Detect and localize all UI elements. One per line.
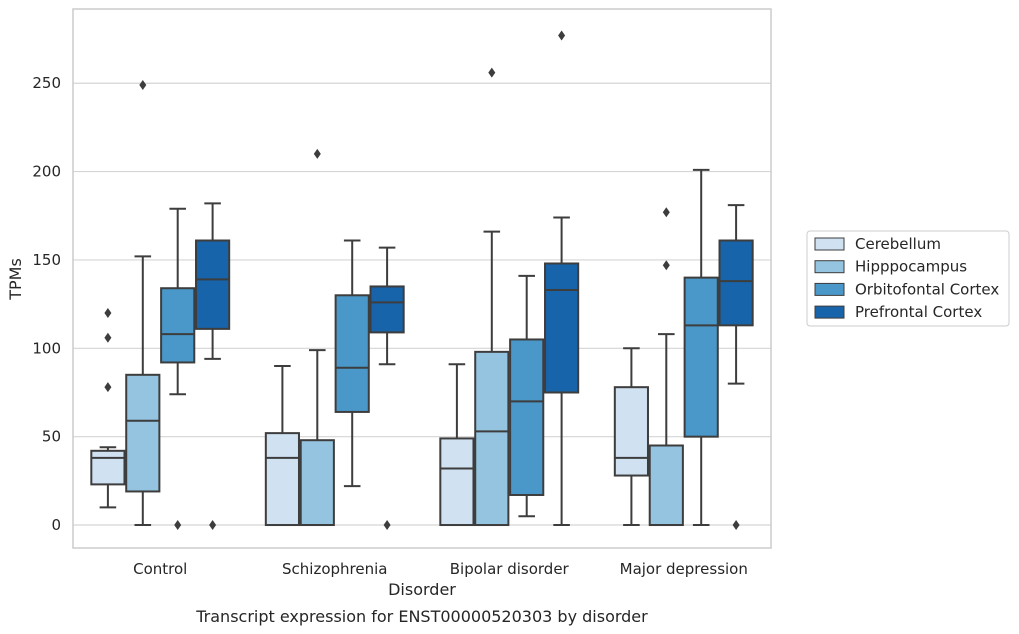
x-axis-title: Disorder bbox=[388, 580, 456, 599]
x-tick-label: Major depression bbox=[620, 560, 748, 578]
y-tick-label: 200 bbox=[32, 163, 61, 181]
legend: Cerebellum Hipppocampus Orbitofontal Corte… bbox=[806, 230, 1010, 327]
box-hipppocampus bbox=[299, 148, 335, 527]
box-prefrontal-cortex bbox=[195, 202, 231, 531]
box-cerebellum bbox=[439, 363, 475, 527]
box-hipppocampus bbox=[648, 207, 684, 527]
x-tick-label: Bipolar disorder bbox=[450, 560, 570, 578]
x-axis-ticks: Control Schizophrenia Bipolar disorder Majo… bbox=[133, 560, 748, 578]
outlier-point bbox=[313, 148, 321, 159]
outlier-point bbox=[174, 520, 182, 531]
legend-label: Orbitofontal Cortex bbox=[855, 280, 999, 298]
box-orbitofontal-cortex bbox=[160, 207, 196, 531]
box-iqr bbox=[544, 262, 580, 394]
outlier-point bbox=[732, 520, 740, 531]
box-hipppocampus bbox=[474, 67, 510, 527]
box-iqr bbox=[195, 239, 231, 330]
outlier-point bbox=[662, 207, 670, 218]
box-cerebellum bbox=[264, 364, 300, 527]
y-tick-label: 100 bbox=[32, 339, 61, 357]
box-cerebellum bbox=[90, 307, 126, 509]
outlier-point bbox=[662, 260, 670, 271]
box-iqr bbox=[439, 437, 475, 527]
legend-swatch bbox=[814, 282, 845, 296]
outlier-point bbox=[383, 520, 391, 531]
y-axis-ticks: 0 50 100 150 200 250 bbox=[32, 74, 61, 534]
box-iqr bbox=[613, 386, 649, 477]
box-iqr bbox=[474, 350, 510, 527]
x-tick-label: Schizophrenia bbox=[282, 560, 387, 578]
box-prefrontal-cortex bbox=[544, 30, 580, 527]
chart-caption: Transcript expression for ENST0000052030… bbox=[195, 607, 648, 626]
outlier-point bbox=[104, 382, 112, 393]
box-iqr bbox=[264, 432, 300, 527]
box-prefrontal-cortex bbox=[718, 204, 754, 531]
plot-frame bbox=[72, 8, 772, 549]
legend-swatch bbox=[814, 260, 845, 274]
outlier-point bbox=[488, 67, 496, 78]
y-tick-label: 150 bbox=[32, 251, 61, 269]
box-iqr bbox=[509, 338, 545, 496]
y-tick-label: 50 bbox=[42, 428, 61, 446]
box-orbitofontal-cortex bbox=[334, 239, 370, 488]
box-orbitofontal-cortex bbox=[683, 168, 719, 527]
outlier-point bbox=[104, 332, 112, 343]
box-iqr bbox=[683, 276, 719, 438]
legend-frame bbox=[806, 230, 1010, 327]
outlier-point bbox=[209, 520, 217, 531]
box-orbitofontal-cortex bbox=[509, 274, 545, 518]
box-iqr bbox=[718, 239, 754, 327]
box-iqr bbox=[160, 287, 196, 364]
x-tick-label: Control bbox=[133, 560, 187, 578]
box-plot-area bbox=[90, 30, 754, 531]
outlier-point bbox=[104, 307, 112, 318]
box-prefrontal-cortex bbox=[369, 246, 405, 531]
box-iqr bbox=[299, 439, 335, 527]
outlier-point bbox=[558, 30, 566, 41]
box-hipppocampus bbox=[125, 79, 161, 527]
y-tick-label: 0 bbox=[51, 516, 61, 534]
y-tick-label: 250 bbox=[32, 74, 61, 92]
legend-label: Hipppocampus bbox=[855, 258, 967, 276]
legend-swatch bbox=[814, 305, 845, 319]
box-iqr bbox=[369, 285, 405, 334]
box-iqr bbox=[125, 373, 161, 493]
y-axis-title: TPMs bbox=[6, 258, 25, 301]
box-iqr bbox=[334, 294, 370, 413]
legend-swatch bbox=[814, 237, 845, 251]
box-iqr bbox=[90, 449, 126, 486]
legend-label: Cerebellum bbox=[855, 235, 941, 253]
box-iqr bbox=[648, 444, 684, 527]
outlier-point bbox=[139, 79, 147, 90]
box-cerebellum bbox=[613, 347, 649, 527]
legend-label: Prefrontal Cortex bbox=[855, 303, 982, 321]
